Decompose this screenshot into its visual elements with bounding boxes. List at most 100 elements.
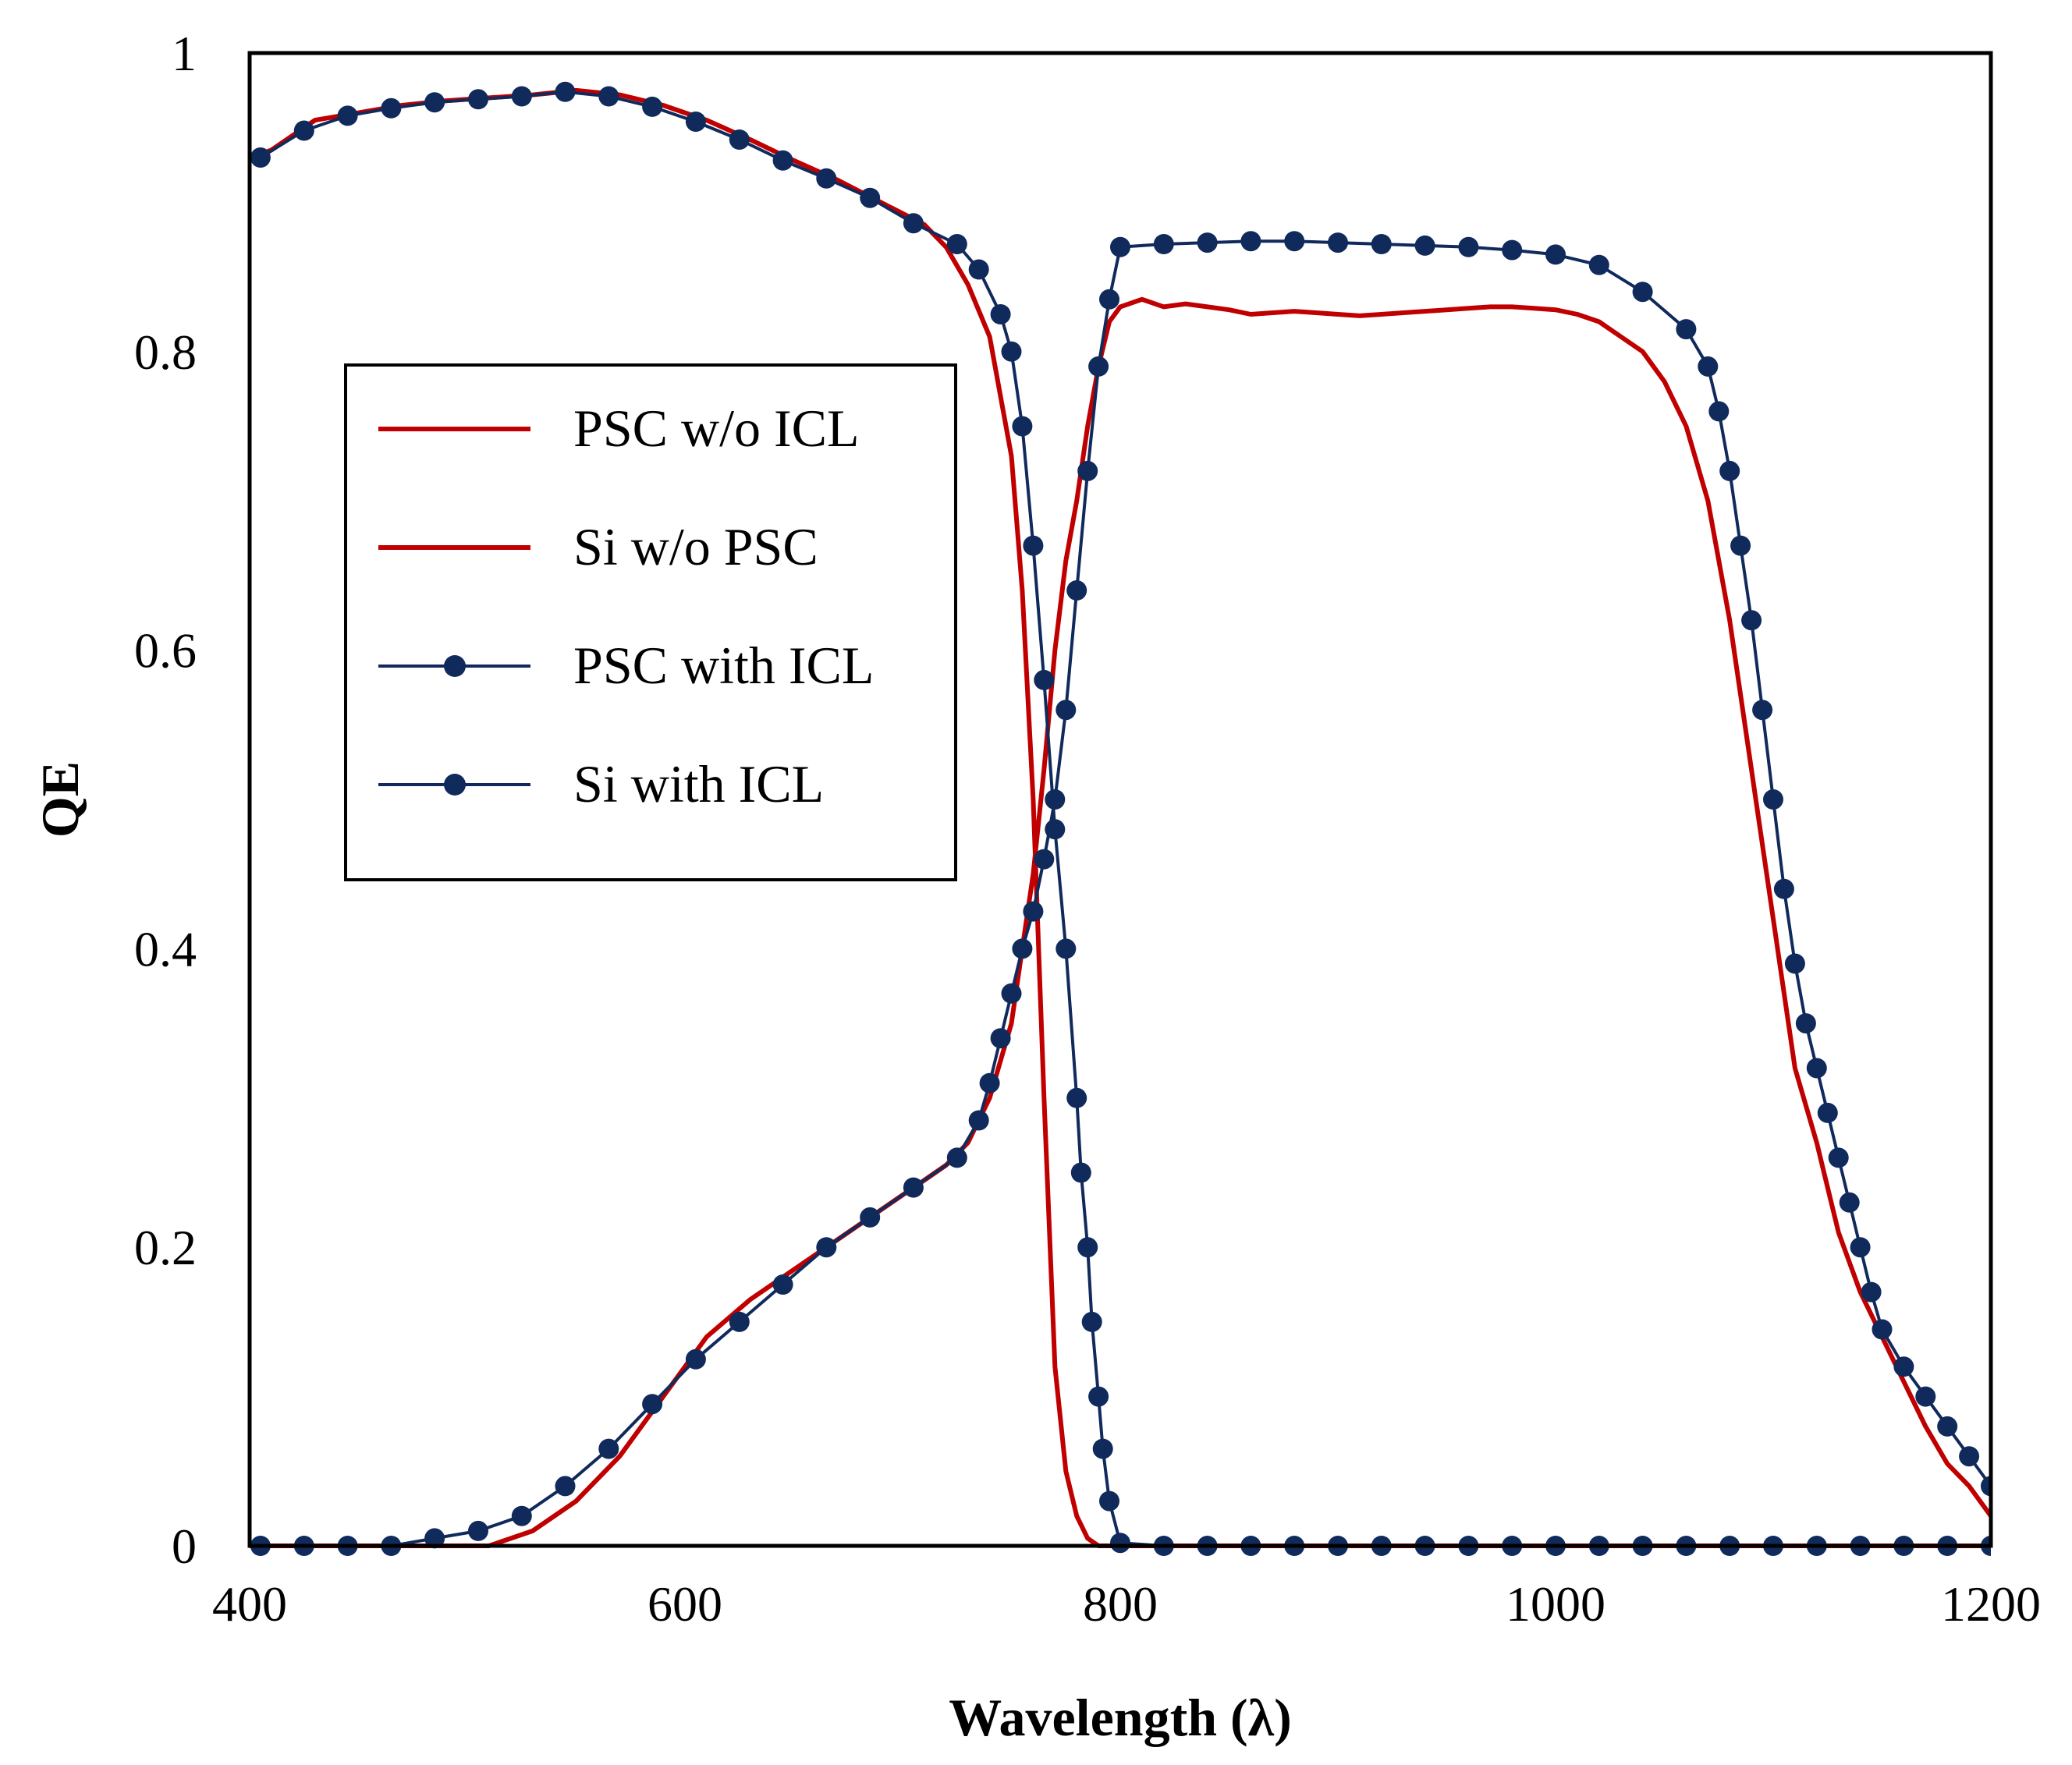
data-point (1806, 1058, 1827, 1079)
data-point (1414, 235, 1435, 256)
data-point (1719, 460, 1740, 481)
data-point (990, 304, 1011, 324)
data-point (1545, 244, 1566, 265)
data-point (990, 1028, 1011, 1049)
y-tick-label: 0.8 (134, 324, 197, 380)
data-point (1730, 535, 1751, 556)
data-point (1099, 289, 1119, 310)
data-point (1708, 401, 1730, 422)
legend-label: PSC with ICL (573, 636, 874, 695)
data-point (1092, 1438, 1113, 1459)
legend-box (344, 363, 957, 881)
tick-labels: 400 600 800 1000 1200 0 0.2 0.4 0.6 0.8 1 (134, 26, 2041, 1632)
series-line (250, 296, 1991, 1548)
data-point (903, 213, 924, 234)
data-point (642, 96, 663, 117)
data-point (946, 234, 967, 254)
data-point (860, 1207, 881, 1228)
data-point (1088, 356, 1109, 377)
data-point (1056, 700, 1077, 721)
data-point (860, 187, 881, 208)
data-point (1001, 341, 1022, 362)
legend-label: PSC w/o ICL (573, 399, 860, 458)
data-point (816, 168, 837, 189)
legend-label: Si with ICL (573, 754, 824, 813)
x-tick-label: 1000 (1506, 1576, 1605, 1632)
data-point (381, 97, 402, 119)
data-point (250, 147, 271, 168)
data-point (1153, 234, 1174, 254)
data-point (1284, 231, 1305, 252)
data-point (642, 1394, 663, 1415)
data-point (1034, 669, 1055, 690)
data-point (468, 1520, 488, 1541)
data-point (1110, 236, 1130, 257)
data-point (816, 1237, 837, 1258)
data-point (1099, 1490, 1119, 1512)
data-point (1034, 849, 1055, 870)
plot-frame (247, 51, 1993, 1548)
y-tick-label: 1 (172, 26, 197, 81)
data-point (1197, 232, 1218, 253)
data-point (1088, 1386, 1109, 1407)
data-point (1959, 1446, 1980, 1467)
legend-item: PSC with ICL (378, 636, 874, 695)
data-point (1850, 1237, 1871, 1258)
data-point (555, 81, 576, 102)
data-point (1741, 610, 1762, 631)
data-point (1328, 232, 1348, 253)
y-tick-label: 0 (172, 1519, 197, 1574)
data-point (1937, 1416, 1958, 1437)
x-tick-label: 1200 (1941, 1576, 2041, 1632)
data-point (1077, 1237, 1098, 1258)
data-point (946, 1147, 967, 1168)
data-point (1023, 535, 1044, 556)
y-tick-label: 0.2 (134, 1220, 197, 1275)
data-point (1012, 416, 1033, 437)
legend-label: Si w/o PSC (573, 517, 818, 576)
data-point (1872, 1319, 1893, 1340)
data-point (685, 112, 706, 132)
series-si-w-o-psc (250, 296, 1991, 1548)
data-point (1893, 1356, 1914, 1377)
data-point (1023, 901, 1044, 922)
legend-item: Si with ICL (378, 754, 824, 813)
data-point (1240, 231, 1261, 252)
data-point (729, 1311, 750, 1332)
data-point (1981, 1476, 1991, 1497)
data-point (1077, 460, 1098, 481)
y-tick-label: 0.6 (134, 623, 197, 679)
data-point (729, 129, 750, 150)
legend-item: Si w/o PSC (378, 517, 818, 576)
x-axis-title: Wavelength (λ) (949, 1688, 1291, 1747)
legend-marker (444, 655, 466, 677)
data-point (293, 120, 314, 141)
x-tick-label: 600 (648, 1576, 722, 1632)
data-point (903, 1177, 924, 1198)
data-point (1632, 282, 1653, 303)
data-point (1001, 983, 1022, 1004)
data-point (1502, 239, 1523, 260)
data-point (1588, 254, 1609, 275)
data-point (1795, 1013, 1816, 1034)
data-point (1012, 938, 1033, 959)
data-point (1056, 938, 1077, 959)
series-si-with-icl (250, 231, 1991, 1556)
data-point (337, 105, 358, 126)
data-point (1676, 319, 1697, 340)
series-layer (250, 81, 1991, 1556)
legend-item: PSC w/o ICL (378, 399, 860, 458)
data-point (979, 1072, 1000, 1093)
data-point (1915, 1386, 1936, 1407)
data-point (1828, 1147, 1849, 1168)
data-point (555, 1476, 576, 1497)
legend-marker (444, 774, 466, 796)
data-point (685, 1349, 706, 1370)
data-point (1817, 1102, 1838, 1123)
data-point (468, 89, 488, 110)
data-point (1861, 1281, 1882, 1302)
data-point (424, 92, 445, 113)
data-point (1070, 1162, 1091, 1183)
legend: PSC w/o ICL Si w/o PSC PSC with ICL Si with… (344, 363, 957, 881)
